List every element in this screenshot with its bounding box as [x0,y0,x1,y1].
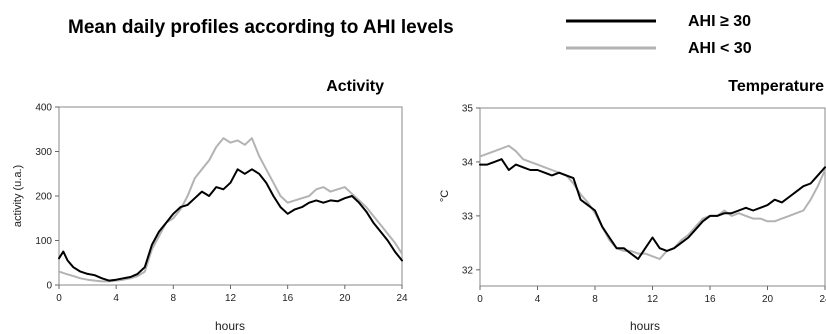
activity-panel-title: Activity [326,78,384,95]
temperature-y-tick-3: 35 [462,104,474,115]
activity-ticks: 0 4 8 12 16 20 24 0 100 200 300 400 [35,103,408,305]
activity-series-0-line [58,168,403,282]
activity-y-tick-1: 100 [35,236,52,247]
temperature-y-axis-label: °C [439,190,451,202]
temperature-ticks: 0 4 8 12 16 20 24 32 33 34 35 [462,104,826,306]
temperature-x-tick-3: 12 [647,294,659,305]
temperature-x-tick-5: 20 [762,294,774,305]
temperature-x-tick-1: 4 [535,294,541,305]
temperature-x-tick-2: 8 [592,294,598,305]
temperature-plot-frame [479,107,826,287]
temperature-x-tick-4: 16 [704,294,716,305]
activity-x-axis-label: hours [215,319,245,333]
activity-y-tick-2: 200 [35,192,52,203]
activity-x-tick-3: 12 [225,293,237,304]
activity-x-tick-6: 24 [396,293,408,304]
temperature-y-tick-2: 34 [462,157,474,168]
temperature-series-1-line [479,144,826,260]
activity-x-tick-2: 8 [171,293,177,304]
temperature-panel-title: Temperature [728,78,824,95]
temperature-y-tick-1: 33 [462,211,474,222]
activity-y-tick-0: 0 [46,281,52,292]
activity-x-tick-1: 4 [113,293,119,304]
activity-x-tick-4: 16 [282,293,294,304]
activity-y-axis-label: activity (u.a.) [12,165,24,227]
activity-x-tick-5: 20 [339,293,351,304]
activity-x-tick-0: 0 [56,293,62,304]
activity-panel: Activity 0 4 8 12 16 20 24 0 100 200 300 400 activi… [12,78,408,333]
temperature-y-tick-0: 32 [462,265,474,276]
temperature-panel: Temperature 0 4 8 12 16 20 24 32 33 34 35 °C hours [439,78,826,333]
figure-title: Mean daily profiles according to AHI lev… [68,17,454,38]
activity-lines [58,137,403,283]
temperature-lines [479,144,826,260]
legend-label-ahi-high: AHI ≥ 30 [688,13,751,30]
activity-y-tick-4: 400 [35,103,52,114]
legend-label-ahi-low: AHI < 30 [688,40,752,57]
activity-series-1-line [58,137,403,283]
temperature-series-0-line [479,158,826,260]
activity-y-tick-3: 300 [35,147,52,158]
temperature-x-tick-6: 24 [819,294,826,305]
legend: AHI ≥ 30 AHI < 30 [566,13,752,57]
temperature-x-axis-label: hours [630,319,660,333]
temperature-x-tick-0: 0 [477,294,483,305]
